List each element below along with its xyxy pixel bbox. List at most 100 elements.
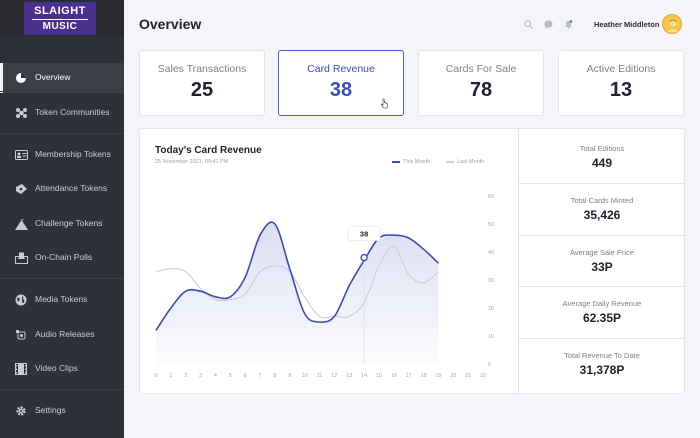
sidebar-item-on-chain-polls[interactable]: On-Chain Polls <box>0 243 124 273</box>
mountain-icon <box>14 217 28 231</box>
legend-swatch <box>446 161 454 163</box>
legend-label: This Month <box>403 159 431 165</box>
y-tick-label: 30 <box>488 278 494 284</box>
side-stat-value: 33P <box>591 260 613 274</box>
stat-label: Card Revenue <box>307 63 375 75</box>
globe-icon <box>14 293 28 307</box>
sidebar-item-video-clips[interactable]: Video Clips <box>0 354 124 384</box>
logo-divider <box>32 19 88 20</box>
sidebar-item-label: Audio Releases <box>35 329 95 339</box>
x-tick-label: 12 <box>331 373 337 379</box>
stat-card-active-editions[interactable]: Active Editions 13 <box>558 50 684 116</box>
stat-label: Cards For Sale <box>445 63 517 75</box>
bell-icon[interactable] <box>563 19 573 29</box>
y-tick-label: 40 <box>488 250 494 256</box>
side-divider <box>519 235 685 236</box>
sidebar-item-label: On-Chain Polls <box>35 252 93 262</box>
legend-label: Last Month <box>457 159 485 165</box>
x-tick-label: 5 <box>229 373 232 379</box>
side-stat-label: Total Editions <box>579 144 625 153</box>
poll-icon <box>14 251 28 265</box>
stat-value: 25 <box>190 79 214 101</box>
side-divider <box>519 183 685 184</box>
side-divider <box>519 286 685 287</box>
chat-icon[interactable] <box>543 19 553 29</box>
side-stat-value: 62.35P <box>582 311 622 325</box>
sidebar-item-membership-tokens[interactable]: Membership Tokens <box>0 140 124 170</box>
stat-card-cards-for-sale[interactable]: Cards For Sale 78 <box>418 50 544 116</box>
x-tick-label: 14 <box>361 373 367 379</box>
chart-subtitle: 25 November 2021, 09:41 PM <box>155 159 229 165</box>
sidebar-item-overview[interactable]: Overview <box>0 63 124 93</box>
highlight-point <box>360 253 368 262</box>
sidebar-item-label: Overview <box>35 72 71 82</box>
community-icon <box>14 106 28 120</box>
x-tick-label: 11 <box>317 373 323 379</box>
x-tick-label: 13 <box>346 373 352 379</box>
pie-chart-icon <box>14 71 28 85</box>
x-tick-label: 19 <box>435 373 441 379</box>
tooltip-value: 38 <box>360 230 368 239</box>
sidebar-item-label: Video Clips <box>35 363 78 373</box>
side-stat-total-editions: Total Editions 449 <box>519 129 685 180</box>
sidebar-item-settings[interactable]: Settings <box>0 396 124 426</box>
side-stat-label: Average Daily Revenue <box>562 299 642 308</box>
sidebar-divider <box>0 278 124 279</box>
search-icon[interactable] <box>523 19 533 29</box>
stat-card-sales-transactions[interactable]: Sales Transactions 25 <box>139 50 265 116</box>
x-tick-label: 16 <box>391 373 397 379</box>
y-tick-label: 50 <box>488 222 494 228</box>
side-stat-label: Total Cards Minted <box>570 196 634 205</box>
panel-divider <box>518 128 519 394</box>
x-tick-label: 6 <box>244 373 247 379</box>
sidebar-item-challenge-tokens[interactable]: Challenge Tokens <box>0 209 124 239</box>
brand-logo[interactable]: SLAIGHT MUSIC <box>24 2 96 35</box>
side-stat-label: Total Revenue To Date <box>564 351 640 360</box>
stat-card-card-revenue[interactable]: Card Revenue 38 <box>278 50 404 116</box>
stat-value: 78 <box>469 79 493 101</box>
y-tick-label: 60 <box>488 194 494 200</box>
side-stat-label: Average Sale Price <box>569 248 635 257</box>
sidebar-item-media-tokens[interactable]: Media Tokens <box>0 285 124 315</box>
x-tick-label: 1 <box>169 373 172 379</box>
chart-title: Today's Card Revenue <box>155 145 262 156</box>
series-line-last-month <box>155 245 439 319</box>
legend-swatch <box>392 161 400 163</box>
sidebar-item-audio-releases[interactable]: Audio Releases <box>0 320 124 350</box>
avatar[interactable] <box>662 14 682 34</box>
series-area-this-month <box>156 222 439 364</box>
legend-this-month[interactable]: This Month <box>392 159 430 165</box>
side-stat-value: 35,426 <box>583 208 621 222</box>
mouse-cursor-icon <box>380 98 388 109</box>
legend-last-month[interactable]: Last Month <box>446 159 484 165</box>
stat-label: Active Editions <box>586 63 656 75</box>
x-tick-label: 0 <box>154 373 157 379</box>
x-tick-label: 20 <box>450 373 456 379</box>
ticket-icon <box>14 182 28 196</box>
sidebar-divider <box>0 133 124 134</box>
sidebar-item-label: Media Tokens <box>35 294 88 304</box>
side-stat-total-revenue-to-date: Total Revenue To Date 31,378P <box>519 336 685 387</box>
side-stat-average-sale-price: Average Sale Price 33P <box>519 233 685 284</box>
side-stat-average-daily-revenue: Average Daily Revenue 62.35P <box>519 284 685 335</box>
sidebar: SLAIGHT MUSIC Overview Token Communities… <box>0 0 124 438</box>
side-stat-value: 449 <box>591 156 613 170</box>
film-icon <box>14 362 28 376</box>
brand-line2: MUSIC <box>42 21 78 32</box>
user-name[interactable]: Heather Middleton <box>594 20 660 29</box>
sidebar-item-label: Membership Tokens <box>35 149 111 159</box>
y-tick-label: 0 <box>488 362 491 368</box>
sidebar-item-attendance-tokens[interactable]: Attendance Tokens <box>0 174 124 204</box>
x-tick-label: 21 <box>465 373 471 379</box>
sidebar-item-label: Settings <box>35 405 66 415</box>
tooltip-box <box>347 226 381 241</box>
page-title: Overview <box>139 16 202 32</box>
x-tick-label: 3 <box>199 373 202 379</box>
x-tick-label: 18 <box>420 373 426 379</box>
logo-area: SLAIGHT MUSIC <box>0 0 124 36</box>
x-tick-label: 10 <box>302 373 308 379</box>
sidebar-item-label: Token Communities <box>35 107 110 117</box>
sidebar-item-token-communities[interactable]: Token Communities <box>0 98 124 128</box>
stat-label: Sales Transactions <box>157 63 247 75</box>
